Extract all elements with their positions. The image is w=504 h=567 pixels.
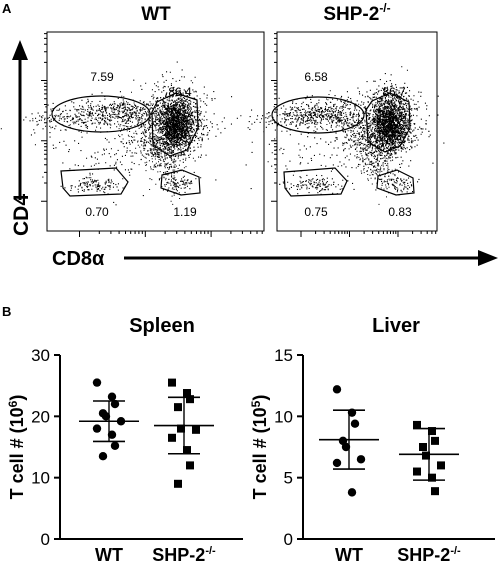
gate-label: 7.59	[90, 70, 114, 84]
y-tick-label: 20	[31, 407, 50, 426]
y-tick-label: 10	[274, 407, 293, 426]
data-point	[183, 446, 191, 455]
flow-plot-shp2: SHP-2-/- 6.58 86.7 0.75 0.83	[224, 1, 445, 237]
data-point	[428, 427, 436, 436]
data-point	[174, 479, 182, 488]
data-point	[174, 403, 182, 412]
event-dots	[224, 66, 445, 205]
y-tick-label: 0	[41, 530, 50, 549]
data-point	[332, 385, 342, 394]
cd8-arrow-head	[478, 250, 498, 266]
liver-chart: Liver T cell # (105) 0 5 10 15 WT SHP-2-/-	[249, 315, 495, 565]
gate-label: 86.7	[382, 85, 406, 99]
data-point	[92, 378, 102, 387]
data-point	[98, 452, 108, 461]
data-point	[356, 455, 366, 464]
data-point	[186, 461, 194, 470]
x-category-label: WT	[335, 545, 363, 565]
event-dot-cluster	[335, 66, 445, 179]
axis-ticks	[271, 33, 437, 237]
data-point	[186, 395, 194, 404]
data-point	[413, 467, 421, 476]
event-dot-cluster	[279, 176, 354, 195]
gate-double-positive	[365, 92, 411, 153]
gate-label: 1.19	[173, 205, 197, 219]
data-point	[183, 389, 191, 398]
data-point	[422, 451, 430, 460]
data-point	[437, 461, 445, 470]
event-dot-cluster	[375, 175, 420, 193]
data-point	[110, 441, 120, 450]
chart-title: Spleen	[129, 315, 195, 337]
data-point	[192, 425, 200, 434]
data-point	[332, 458, 342, 468]
gate-double-positive	[151, 92, 199, 157]
gate-label: 0.83	[388, 205, 412, 219]
data-point	[168, 433, 176, 442]
x-category-label: SHP-2-/-	[397, 545, 461, 565]
spleen-chart: Spleen T cell # (106) 0 10 20 30 WT SHP-2-/-	[6, 315, 243, 565]
cd8-axis-label: CD8α	[52, 248, 105, 270]
y-axis-label: T cell # (106)	[6, 395, 27, 500]
gate-label: 0.70	[85, 205, 109, 219]
event-dot-cluster	[60, 171, 130, 195]
y-tick-label: 10	[31, 469, 50, 488]
event-dot-cluster	[137, 130, 194, 205]
data-point	[431, 487, 439, 496]
flow-plot-wt: WT 7.59 86.4 0.70 1.19	[0, 4, 265, 237]
data-point	[350, 419, 360, 428]
event-dot-cluster	[158, 172, 217, 194]
chart-title: Liver	[372, 315, 420, 337]
data-point	[168, 378, 176, 387]
event-dot-cluster	[42, 104, 188, 206]
data-point	[107, 392, 117, 401]
gate-cd8-single	[160, 169, 201, 196]
log-tick-marks	[271, 33, 437, 237]
gate-label: 86.4	[168, 85, 192, 99]
data-point	[347, 488, 357, 497]
y-tick-label: 30	[31, 346, 50, 365]
y-tick-label: 15	[274, 346, 293, 365]
cd4-axis-label: CD4	[10, 194, 33, 236]
panel-a-label: A	[2, 1, 12, 16]
data-point	[177, 424, 185, 433]
data-point	[92, 424, 102, 433]
data-point	[431, 436, 439, 445]
gate-double-negative	[283, 167, 348, 197]
log-tick-marks	[41, 33, 263, 237]
y-tick-label: 5	[284, 469, 293, 488]
panel-b-label: B	[2, 304, 11, 319]
gate-cd4-single	[51, 95, 151, 133]
gate-label: 6.58	[304, 70, 328, 84]
gate-double-negative	[60, 167, 129, 197]
flow-plot-title: SHP-2-/-	[323, 1, 390, 25]
axis-ticks	[41, 33, 263, 237]
data-point	[413, 420, 421, 429]
data-point	[341, 442, 351, 452]
y-tick-label: 0	[284, 530, 293, 549]
gate-cd4-single	[271, 96, 365, 134]
event-dots	[0, 61, 233, 206]
gate-label: 0.75	[304, 205, 328, 219]
gate-cd8-single	[376, 169, 415, 196]
data-point	[107, 430, 117, 439]
flow-plot-title: WT	[141, 4, 171, 25]
y-axis-label: T cell # (105)	[249, 395, 270, 500]
data-point	[101, 412, 111, 421]
x-category-label: WT	[95, 545, 123, 565]
x-category-label: SHP-2-/-	[152, 545, 216, 565]
data-point	[110, 399, 120, 409]
data-point	[419, 443, 427, 451]
event-dot-cluster	[355, 129, 405, 205]
data-point	[428, 473, 436, 482]
event-dot-cluster	[325, 90, 382, 176]
cd4-arrow-head	[12, 40, 28, 60]
